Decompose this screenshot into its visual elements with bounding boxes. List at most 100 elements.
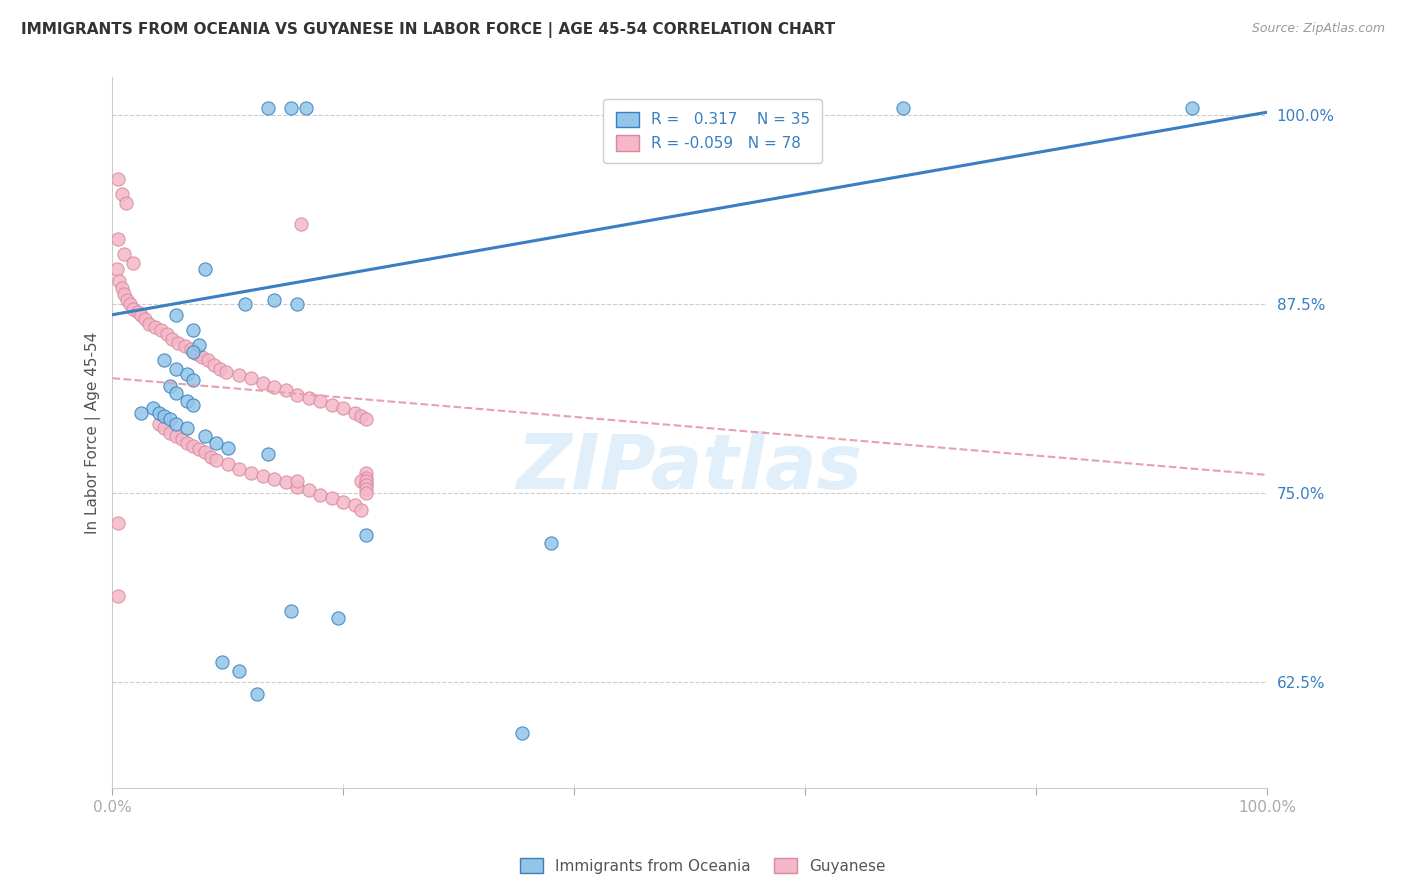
Point xyxy=(356,474,378,488)
Point xyxy=(326,611,349,625)
Point xyxy=(211,656,233,670)
Point xyxy=(350,502,373,516)
Point xyxy=(321,398,343,412)
Point xyxy=(165,362,187,376)
Point xyxy=(134,312,156,326)
Point xyxy=(105,262,128,277)
Point xyxy=(107,232,129,246)
Point xyxy=(118,297,141,311)
Point xyxy=(167,336,190,351)
Point xyxy=(257,101,280,115)
Point xyxy=(180,343,202,357)
Point xyxy=(233,297,256,311)
Point xyxy=(239,467,262,481)
Point xyxy=(159,378,181,392)
Point xyxy=(181,398,204,412)
Text: ZIPatlas: ZIPatlas xyxy=(517,431,863,505)
Point xyxy=(356,482,378,496)
Point xyxy=(285,297,308,311)
Point xyxy=(217,458,239,472)
Point xyxy=(263,380,285,394)
Point xyxy=(343,498,366,512)
Point xyxy=(176,393,198,408)
Point xyxy=(122,301,145,316)
Point xyxy=(159,425,181,440)
Point xyxy=(197,353,219,368)
Point xyxy=(188,442,211,457)
Point xyxy=(149,323,172,337)
Point xyxy=(298,391,321,405)
Point xyxy=(285,480,308,494)
Point xyxy=(176,436,198,450)
Point xyxy=(356,478,378,492)
Point xyxy=(107,516,129,531)
Point xyxy=(239,371,262,385)
Point xyxy=(356,486,378,500)
Point xyxy=(298,483,321,497)
Point xyxy=(356,477,378,491)
Point xyxy=(129,308,152,322)
Point xyxy=(143,319,166,334)
Point xyxy=(332,495,354,509)
Point xyxy=(332,401,354,416)
Point xyxy=(295,101,318,115)
Point xyxy=(246,687,269,701)
Text: Source: ZipAtlas.com: Source: ZipAtlas.com xyxy=(1251,22,1385,36)
Point xyxy=(356,471,378,485)
Point xyxy=(115,195,138,210)
Point xyxy=(181,439,204,453)
Point xyxy=(122,256,145,270)
Point xyxy=(188,338,211,352)
Point xyxy=(290,217,312,231)
Point xyxy=(205,452,228,467)
Point xyxy=(107,171,129,186)
Point xyxy=(107,589,129,603)
Point xyxy=(208,362,231,376)
Point xyxy=(205,436,228,450)
Point xyxy=(343,406,366,420)
Point xyxy=(165,308,187,322)
Point xyxy=(202,358,225,372)
Point xyxy=(350,474,373,488)
Point xyxy=(111,186,134,201)
Point xyxy=(274,384,297,398)
Point xyxy=(274,475,297,490)
Legend: Immigrants from Oceania, Guyanese: Immigrants from Oceania, Guyanese xyxy=(515,852,891,880)
Point xyxy=(356,467,378,481)
Point xyxy=(214,365,236,379)
Point xyxy=(252,376,274,390)
Point xyxy=(153,353,176,368)
Point xyxy=(217,441,239,455)
Point xyxy=(138,317,160,331)
Point xyxy=(112,286,135,301)
Point xyxy=(356,412,378,426)
Point xyxy=(181,373,204,387)
Point xyxy=(165,417,187,431)
Point xyxy=(228,462,250,476)
Point xyxy=(111,280,134,294)
Point xyxy=(309,487,332,501)
Point xyxy=(142,401,165,416)
Point xyxy=(356,528,378,542)
Point xyxy=(280,101,302,115)
Point xyxy=(159,412,181,426)
Point xyxy=(228,665,250,679)
Point xyxy=(148,417,170,431)
Point xyxy=(285,474,308,488)
Point xyxy=(350,409,373,423)
Point xyxy=(280,604,302,618)
Point xyxy=(156,327,179,342)
Point xyxy=(181,323,204,337)
Point xyxy=(129,406,152,420)
Point xyxy=(540,536,562,550)
Point xyxy=(263,472,285,486)
Point xyxy=(194,262,217,277)
Point xyxy=(252,469,274,483)
Point xyxy=(165,386,187,401)
Point xyxy=(176,367,198,381)
Point xyxy=(170,432,193,446)
Point xyxy=(165,428,187,442)
Point xyxy=(1181,101,1204,115)
Text: IMMIGRANTS FROM OCEANIA VS GUYANESE IN LABOR FORCE | AGE 45-54 CORRELATION CHART: IMMIGRANTS FROM OCEANIA VS GUYANESE IN L… xyxy=(21,22,835,38)
Point xyxy=(200,450,222,464)
